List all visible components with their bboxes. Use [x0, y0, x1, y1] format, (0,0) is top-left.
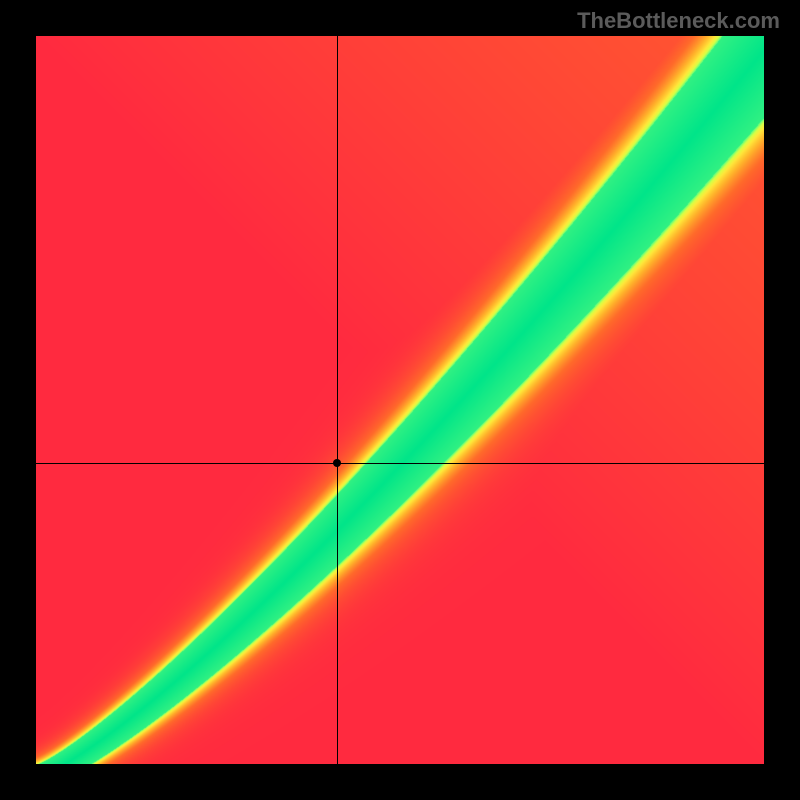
crosshair-marker-dot	[333, 459, 341, 467]
bottleneck-heatmap	[36, 36, 764, 764]
crosshair-horizontal-line	[36, 463, 764, 464]
watermark-text: TheBottleneck.com	[577, 8, 780, 34]
plot-area	[36, 36, 764, 764]
crosshair-vertical-line	[337, 36, 338, 764]
